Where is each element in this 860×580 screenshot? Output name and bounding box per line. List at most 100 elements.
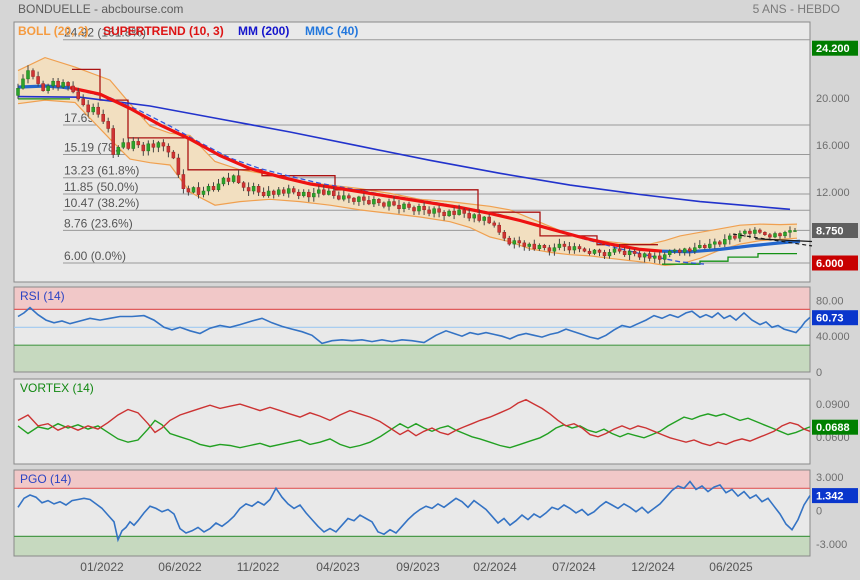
candle-body xyxy=(537,245,542,250)
trendline-1 xyxy=(754,238,813,243)
candle-body xyxy=(241,182,246,188)
candle-body xyxy=(728,235,732,240)
candle-body xyxy=(407,203,411,208)
candle-body xyxy=(587,250,592,254)
candle-body xyxy=(462,209,466,214)
trendline-0 xyxy=(732,233,813,247)
legend-item-mmc40[interactable]: MMC (40) xyxy=(305,24,358,38)
candle-body xyxy=(532,243,537,250)
legend-item-supertrend[interactable]: SUPERTREND (10, 3) xyxy=(103,24,224,38)
rsi-value-badge-label: 60.73 xyxy=(816,313,844,325)
candle-body xyxy=(693,247,697,252)
candle-body xyxy=(332,190,336,196)
candle-body xyxy=(216,183,221,191)
candle-body xyxy=(452,210,456,215)
candle-body xyxy=(487,216,491,224)
candle-body xyxy=(76,91,80,100)
bollinger-upper-line xyxy=(17,56,798,245)
candle-body xyxy=(71,85,75,93)
candle-body xyxy=(41,83,45,91)
axis-tick-label: 3.000 xyxy=(816,472,844,484)
candle-body xyxy=(577,246,582,250)
supertrend-resistance-line xyxy=(72,68,658,246)
vortex-series-1 xyxy=(17,398,811,447)
candle-body xyxy=(131,141,136,149)
candle-body xyxy=(667,250,672,255)
candle-body xyxy=(276,189,281,195)
candle-body xyxy=(51,80,55,87)
chart-layers: 24.92 (161.8%)17.69 (100.0%)15.19 (78.6%… xyxy=(13,21,858,574)
candle-body xyxy=(432,208,436,214)
candle-body xyxy=(357,196,361,202)
pgo-panel-title: PGO (14) xyxy=(20,472,71,486)
candle-body xyxy=(447,210,451,217)
candle-body xyxy=(527,243,532,247)
candle-body xyxy=(758,229,762,233)
axis-tick-label: 40.000 xyxy=(816,331,850,343)
candle-body xyxy=(662,254,667,260)
candle-body xyxy=(612,248,617,253)
candle-body xyxy=(437,208,441,213)
candle-body xyxy=(412,207,416,212)
price-badge xyxy=(812,40,858,56)
candle-body xyxy=(61,82,65,88)
candle-body xyxy=(482,216,486,221)
candle-body xyxy=(86,104,90,113)
candle-body xyxy=(592,249,597,254)
x-axis-date-label: 02/2024 xyxy=(473,560,517,574)
price-badge xyxy=(812,255,858,271)
x-axis-date-label: 11/2022 xyxy=(237,560,280,574)
candle-body xyxy=(166,145,171,153)
x-axis-date-label: 06/2022 xyxy=(158,560,202,574)
x-axis-date-label: 06/2025 xyxy=(709,560,753,574)
legend-item-mm200[interactable]: MM (200) xyxy=(238,24,289,38)
candle-body xyxy=(708,243,712,248)
candle-body xyxy=(677,249,682,253)
candle-body xyxy=(627,250,632,255)
candle-body xyxy=(442,211,446,216)
candle-body xyxy=(196,187,201,195)
candle-body xyxy=(191,187,196,193)
candle-body xyxy=(522,242,527,247)
candle-body xyxy=(66,82,70,87)
candle-body xyxy=(467,213,471,219)
candle-body xyxy=(322,189,326,195)
price-badge-label: 24.200 xyxy=(816,43,850,55)
candle-body xyxy=(642,253,647,258)
candle-body xyxy=(387,201,391,207)
candle-body xyxy=(372,199,376,205)
candle-body xyxy=(312,193,316,198)
candle-body xyxy=(36,76,40,84)
candle-body xyxy=(111,128,115,155)
candle-body xyxy=(141,144,146,152)
vortex-value-badge xyxy=(812,419,858,435)
candle-body xyxy=(502,232,507,239)
candle-body xyxy=(106,121,110,129)
rsi-value-badge xyxy=(812,310,858,326)
candle-body xyxy=(622,250,627,255)
legend-item-boll[interactable]: BOLL (20, 2) xyxy=(18,24,88,38)
vortex-series-0 xyxy=(17,413,811,449)
candle-body xyxy=(26,70,30,80)
pgo-oversold-zone xyxy=(14,536,810,556)
candle-body xyxy=(723,239,727,245)
mm200-line xyxy=(17,95,791,211)
rsi-overbought-zone xyxy=(14,287,810,310)
candle-body xyxy=(362,196,366,201)
candle-body xyxy=(186,188,191,193)
candle-body xyxy=(151,143,156,148)
candle-body xyxy=(121,142,126,148)
candle-body xyxy=(261,191,266,196)
candle-body xyxy=(778,233,782,237)
candle-body xyxy=(31,70,35,77)
axis-tick-label: 20.000 xyxy=(816,93,850,105)
axis-tick-label: 12.000 xyxy=(816,187,850,199)
candle-body xyxy=(572,246,577,251)
pgo-value-badge xyxy=(812,488,858,504)
candle-body xyxy=(713,241,717,245)
candle-body xyxy=(773,233,777,238)
candle-body xyxy=(617,248,622,252)
candle-body xyxy=(317,189,321,194)
candle-body xyxy=(703,245,707,248)
